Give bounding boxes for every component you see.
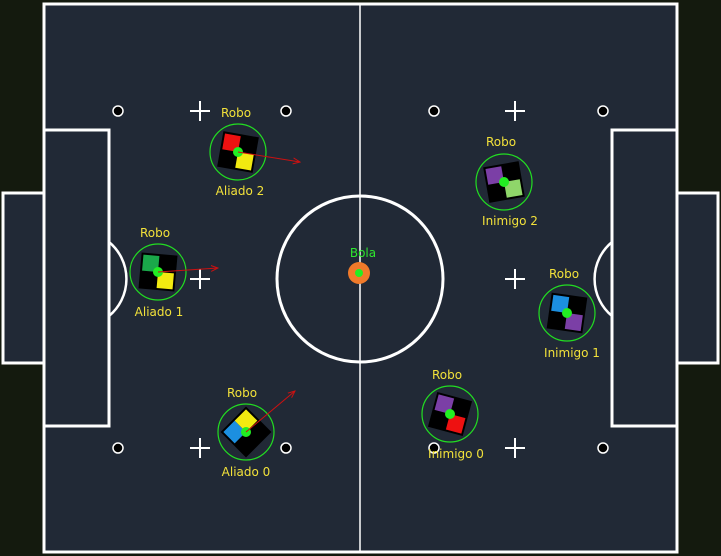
cross-marker [505, 269, 525, 289]
robot-top-label: Robo [549, 267, 579, 281]
robot-bottom-label: Aliado 1 [135, 305, 184, 319]
goal-right-area [675, 191, 720, 365]
center-circle [275, 194, 445, 364]
free-kick-dot [280, 442, 292, 454]
cross-marker [190, 269, 210, 289]
robot-inimigo-1[interactable]: Robo Inimigo 1 [538, 267, 600, 360]
field-dots [112, 105, 609, 454]
cross-marker [505, 438, 525, 458]
robot-ring [217, 403, 275, 461]
robot-top-label: Robo [140, 226, 170, 240]
velocity-arrow [237, 151, 300, 162]
color-patch-yellow [234, 409, 258, 432]
robot-bottom-label: Aliado 0 [222, 465, 271, 479]
cross-marker [190, 438, 210, 458]
robot-center-dot [445, 409, 455, 419]
robot-center-dot [562, 308, 572, 318]
robot-center-dot [499, 177, 509, 187]
free-kick-dot [597, 442, 609, 454]
robot-bottom-label: Aliado 2 [216, 184, 265, 198]
robot-aliado-2[interactable]: Robo Aliado 2 [209, 106, 300, 198]
color-patch-blue [551, 294, 570, 313]
robot-ring [538, 284, 596, 342]
robot-top-label: Robo [227, 386, 257, 400]
field-markers [190, 101, 525, 458]
free-kick-dot [280, 105, 292, 117]
velocity-arrow [157, 268, 218, 273]
cross-marker [505, 101, 525, 121]
robot-inimigo-2[interactable]: Robo Inimigo 2 [475, 135, 538, 228]
robot-bottom-label: Inimigo 0 [428, 447, 484, 461]
robot-top-label: Robo [432, 368, 462, 382]
robot-ring [209, 123, 267, 181]
robot-bottom-label: Inimigo 1 [544, 346, 600, 360]
velocity-arrow [245, 391, 295, 433]
penalty-arc-right [593, 241, 613, 317]
free-kick-dot [112, 442, 124, 454]
robot-top-label: Robo [221, 106, 251, 120]
robot-bottom-label: Inimigo 2 [482, 214, 538, 228]
penalty-arc-left [108, 241, 128, 317]
free-kick-dot [428, 105, 440, 117]
cross-marker [190, 101, 210, 121]
robot-ring [129, 243, 187, 301]
ball-center-dot [355, 269, 363, 277]
goal-left-area [1, 191, 46, 365]
free-kick-dot [428, 442, 440, 454]
penalty-area-left [42, 128, 111, 428]
robot-ring [475, 153, 533, 211]
color-patch-green [142, 254, 160, 272]
free-kick-dot [112, 105, 124, 117]
robot-top-label: Robo [486, 135, 516, 149]
penalty-area-right [610, 128, 679, 428]
ball[interactable]: Bola [348, 246, 376, 284]
color-patch-purple [564, 313, 583, 332]
free-kick-dot [597, 105, 609, 117]
color-patch-yellow [156, 272, 174, 290]
ball-label: Bola [350, 246, 376, 260]
robot-ring [421, 385, 479, 443]
robot-aliado-1[interactable]: Robo Aliado 1 [129, 226, 218, 319]
robot-inimigo-0[interactable]: Robo Inimigo 0 [421, 368, 484, 461]
